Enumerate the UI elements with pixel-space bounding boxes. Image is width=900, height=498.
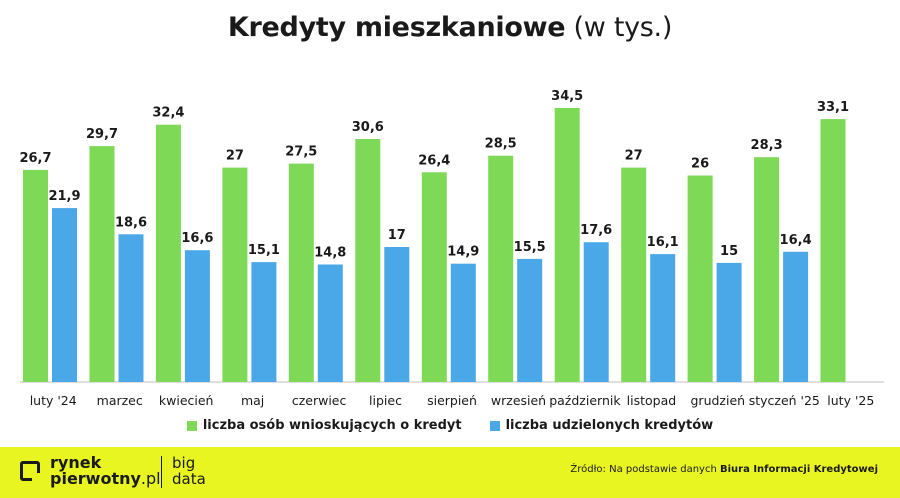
x-tick-label-0: luty '24 xyxy=(30,393,77,408)
source-prefix: Źródło: Na podstawie danych xyxy=(570,464,717,475)
rynek-pierwotny-logo-icon xyxy=(20,461,40,481)
data-label-series1-12: 33,1 xyxy=(817,100,849,115)
data-label-series1-2: 32,4 xyxy=(152,106,184,121)
bar-series2-1 xyxy=(118,234,144,382)
data-label-series2-1: 18,6 xyxy=(115,215,147,230)
data-label-series1-7: 28,5 xyxy=(485,137,517,152)
bar-series1-5 xyxy=(355,139,381,382)
legend-swatch-granted xyxy=(489,420,500,431)
x-tick-label-10: grudzień xyxy=(691,393,746,408)
legend-swatch-applicants xyxy=(186,420,197,431)
big-data-line-1: big xyxy=(172,454,196,472)
bar-series2-6 xyxy=(450,263,476,382)
logo-tld: .pl xyxy=(140,469,161,488)
bar-series2-10 xyxy=(716,262,742,382)
chart-title-main: Kredyty mieszkaniowe xyxy=(227,12,566,43)
data-label-series1-8: 34,5 xyxy=(551,89,583,104)
x-tick-label-7: wrzesień xyxy=(491,393,546,408)
x-tick-label-1: marzec xyxy=(97,393,143,408)
legend-label-applicants: liczba osób wnioskujących o kredyt xyxy=(202,418,462,433)
bar-series1-11 xyxy=(754,157,780,382)
data-label-series1-3: 27 xyxy=(226,149,244,164)
data-label-series1-10: 26 xyxy=(691,157,709,172)
chart-title: Kredyty mieszkaniowe (w tys.) xyxy=(0,12,900,43)
data-label-series2-10: 15 xyxy=(720,244,738,259)
footer-bar: rynek pierwotny.pl big data Źródło: Na p… xyxy=(0,447,900,498)
bar-series1-2 xyxy=(155,124,181,382)
bar-series2-4 xyxy=(317,264,343,382)
footer-divider xyxy=(161,456,162,488)
bar-series1-6 xyxy=(421,172,447,382)
data-label-series1-1: 29,7 xyxy=(86,127,118,142)
x-tick-label-2: kwiecień xyxy=(159,393,214,408)
data-label-series1-11: 28,3 xyxy=(751,138,783,153)
legend-item-applicants: liczba osób wnioskujących o kredyt xyxy=(186,418,462,433)
x-tick-label-11: styczeń '25 xyxy=(749,393,820,408)
legend-item-granted: liczba udzielonych kredytów xyxy=(489,418,714,433)
bar-series1-3 xyxy=(222,167,248,382)
logo-line-2: pierwotny.pl xyxy=(50,471,161,487)
data-label-series2-0: 21,9 xyxy=(48,189,80,204)
data-label-series2-9: 16,1 xyxy=(647,235,679,250)
x-tick-label-12: luty '25 xyxy=(827,393,874,408)
bar-series2-9 xyxy=(650,254,676,382)
data-label-series2-7: 15,5 xyxy=(514,240,546,255)
x-tick-label-4: czerwiec xyxy=(292,393,347,408)
data-label-series1-9: 27 xyxy=(625,149,643,164)
data-label-series2-4: 14,8 xyxy=(314,246,346,261)
data-label-series2-11: 16,4 xyxy=(780,233,812,248)
data-label-series1-5: 30,6 xyxy=(352,120,384,135)
bar-series1-10 xyxy=(687,175,713,382)
logo-line-1: rynek xyxy=(50,453,102,472)
data-label-series2-3: 15,1 xyxy=(248,243,280,258)
bar-series2-8 xyxy=(583,242,609,382)
bar-series2-5 xyxy=(384,247,410,382)
x-tick-label-6: sierpień xyxy=(427,393,477,408)
bar-series2-2 xyxy=(184,250,210,382)
x-tick-label-5: lipiec xyxy=(369,393,402,408)
rynek-pierwotny-logo: rynek pierwotny.pl xyxy=(50,455,161,487)
source-name: Biura Informacji Kredytowej xyxy=(720,464,878,475)
x-tick-label-9: listopad xyxy=(627,393,677,408)
data-label-series2-2: 16,6 xyxy=(181,231,213,246)
bar-series1-8 xyxy=(554,108,580,382)
source-note: Źródło: Na podstawie danych Biura Inform… xyxy=(570,464,878,475)
bar-series2-11 xyxy=(783,251,809,382)
bar-series1-9 xyxy=(621,167,647,382)
bar-series1-7 xyxy=(488,155,514,382)
bar-series2-3 xyxy=(251,262,277,382)
chart-title-unit: (w tys.) xyxy=(573,12,673,43)
data-label-series2-8: 17,6 xyxy=(580,223,612,238)
logo-main: pierwotny xyxy=(50,469,141,488)
bar-series1-1 xyxy=(89,146,115,382)
data-label-series1-6: 26,4 xyxy=(418,153,450,168)
x-tick-label-8: październik xyxy=(549,393,621,408)
data-label-series1-4: 27,5 xyxy=(285,145,317,160)
bar-series1-12 xyxy=(820,119,846,382)
x-tick-label-3: maj xyxy=(241,393,264,408)
big-data-line-2: data xyxy=(172,470,206,488)
data-label-series2-5: 17 xyxy=(388,228,406,243)
legend-label-granted: liczba udzielonych kredytów xyxy=(505,418,714,433)
data-label-series2-6: 14,9 xyxy=(447,245,479,260)
bar-series1-4 xyxy=(288,163,314,382)
data-label-series1-0: 26,7 xyxy=(19,151,51,166)
bar-series2-0 xyxy=(52,208,77,382)
bar-series1-0 xyxy=(23,169,48,382)
big-data-logo: big data xyxy=(172,455,206,487)
chart-legend: liczba osób wnioskujących o kredyt liczb… xyxy=(0,418,900,433)
bar-series2-7 xyxy=(517,258,543,382)
bar-chart: 26,7 21,9 luty '24 29,7 18,6 marzec 32,4 16,6 kw… xyxy=(19,89,884,408)
